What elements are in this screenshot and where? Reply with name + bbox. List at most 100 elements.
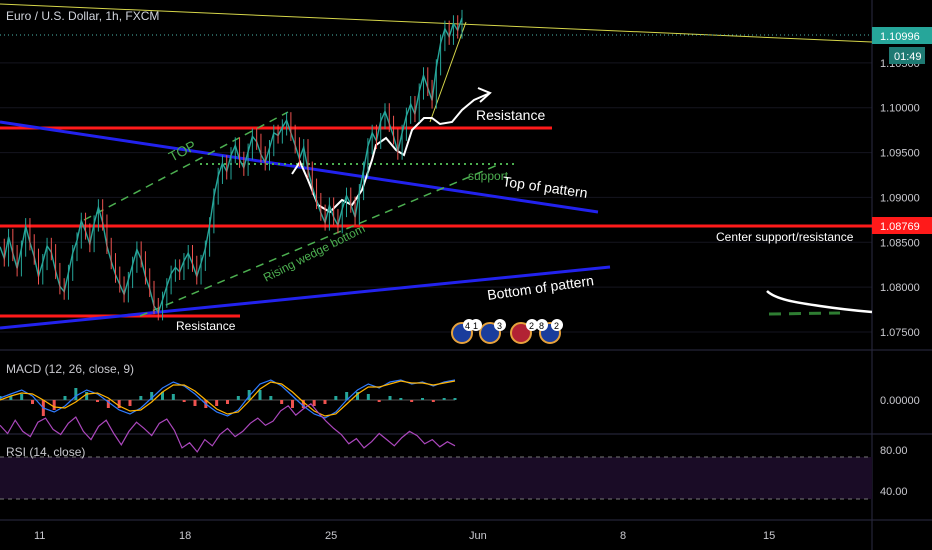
- macd-histogram-bar: [236, 396, 240, 400]
- price-tick-label: 1.08000: [880, 282, 920, 294]
- macd-histogram-bar: [345, 392, 349, 400]
- price-axis[interactable]: 1.105001.100001.095001.090001.085001.080…: [880, 58, 920, 339]
- macd-histogram-bar: [291, 400, 294, 408]
- macd-histogram-bar: [171, 394, 175, 400]
- rising-wedge-bottom-line[interactable]: [139, 163, 501, 317]
- annotation-rising-wedge-bottom: Rising wedge bottom: [261, 221, 367, 284]
- macd-histogram-bar: [150, 392, 154, 400]
- projection-path-mid[interactable]: [291, 92, 491, 214]
- macd-histogram-bar: [31, 400, 34, 404]
- macd-histogram-bar: [193, 400, 197, 406]
- price-tick-label: 1.08500: [880, 237, 920, 249]
- macd-histogram-bar: [258, 390, 262, 400]
- countdown-value: 01:49: [894, 51, 922, 63]
- macd-histogram-bar: [20, 394, 24, 400]
- annotation-resistance-upper: Resistance: [476, 107, 545, 123]
- bottom-of-pattern-trendline[interactable]: [0, 265, 611, 330]
- yellow-trendline[interactable]: [0, 3, 873, 43]
- macd-line[interactable]: [0, 379, 456, 419]
- rsi-line[interactable]: [0, 402, 456, 453]
- price-tick-label: 1.09000: [880, 192, 920, 204]
- event-badges[interactable]: 4 1 3 2 8 2: [451, 319, 563, 344]
- time-tick-25: 25: [325, 530, 337, 542]
- macd-histogram-bar: [96, 400, 99, 402]
- macd-tick-zero: 0.00000: [880, 395, 920, 407]
- marked-level-tag: [872, 217, 932, 234]
- macd-histogram-bar: [431, 400, 435, 402]
- time-tick-8: 8: [620, 530, 626, 542]
- drawings-layer: [0, 3, 873, 330]
- annotation-resistance-lower: Resistance: [176, 319, 236, 333]
- macd-histogram-bar: [182, 400, 186, 402]
- macd-histogram-bar: [323, 400, 327, 404]
- macd-histogram-bar: [377, 400, 381, 402]
- macd-histogram-bar: [356, 392, 359, 400]
- macd-histogram-bar: [399, 398, 403, 400]
- top-dashed-line[interactable]: [83, 111, 289, 221]
- current-price-tag: [872, 27, 932, 44]
- macd-histogram-bar: [366, 394, 370, 400]
- price-wicks: [3, 9, 463, 321]
- badge-bubble-4: [526, 319, 538, 331]
- macd-histogram-bar: [388, 396, 392, 400]
- macd-signal-line[interactable]: [0, 380, 456, 417]
- badge-bubble-6: [551, 319, 563, 331]
- macd-histogram-bar: [312, 400, 316, 406]
- time-tick-15: 15: [763, 530, 775, 542]
- badge-count-1: 4: [465, 321, 470, 331]
- macd-histogram-bar: [52, 400, 56, 410]
- macd-histogram-bar: [301, 400, 305, 408]
- annotation-top: TOP: [166, 137, 199, 165]
- projection-curve-right[interactable]: [766, 290, 873, 314]
- marked-level-value: 1.08769: [880, 221, 920, 233]
- annotation-support: support: [468, 169, 509, 183]
- rsi-tick-40: 40.00: [880, 486, 908, 498]
- macd-histogram-bar: [226, 400, 229, 404]
- badge-bubble-3: [494, 319, 506, 331]
- macd-histogram-bar: [421, 398, 424, 400]
- current-price-value: 1.10996: [880, 31, 920, 43]
- chart-title: Euro / U.S. Dollar, 1h, FXCM: [6, 9, 159, 23]
- countdown-tag: [889, 47, 925, 64]
- macd-histogram-bar: [280, 400, 284, 404]
- macd-histogram-bar: [442, 398, 446, 400]
- macd-histogram-bar: [139, 396, 143, 400]
- badge-count-5: 8: [539, 321, 544, 331]
- badge-bubble-2: [470, 319, 482, 331]
- macd-histogram-bar: [269, 396, 273, 400]
- badge-count-3: 3: [497, 321, 502, 331]
- macd-histogram-bar: [215, 400, 219, 406]
- macd-title: MACD (12, 26, close, 9): [6, 362, 134, 376]
- rsi-title: RSI (14, close): [6, 445, 85, 459]
- time-tick-11: 11: [34, 530, 45, 542]
- macd-histogram-bar: [334, 396, 338, 400]
- us-flag-icon[interactable]: [510, 322, 532, 344]
- price-tick-label: 1.09500: [880, 148, 920, 160]
- rsi-tick-80: 80.00: [880, 445, 908, 457]
- macd-histogram-bar: [74, 388, 78, 400]
- macd-histogram-bar: [128, 400, 132, 406]
- macd-histogram-bar: [9, 396, 13, 400]
- price-tick-label: 1.07500: [880, 327, 920, 339]
- time-tick-18: 18: [179, 530, 191, 542]
- green-dash-right: [768, 311, 841, 316]
- rsi-band: [0, 457, 872, 499]
- projection-arrowhead: [477, 87, 492, 103]
- macd-histogram-bar: [117, 400, 121, 408]
- macd-histogram-bar: [410, 400, 414, 402]
- badge-count-2: 1: [473, 321, 478, 331]
- badge-bubble-5: [536, 319, 548, 331]
- badge-count-6: 2: [554, 321, 559, 331]
- macd-histogram-bar: [161, 392, 164, 400]
- time-tick-jun: Jun: [469, 530, 487, 542]
- grid-lines: [0, 62, 872, 333]
- macd-histogram-bar: [63, 396, 67, 400]
- annotation-center-support-resistance: Center support/resistance: [716, 230, 854, 244]
- macd-histogram-bar: [247, 390, 251, 400]
- top-of-pattern-trendline[interactable]: [0, 120, 599, 214]
- annotation-top-of-pattern: Top of pattern: [502, 173, 589, 201]
- badge-count-4: 2: [529, 321, 534, 331]
- macd-histogram-bar: [453, 398, 457, 400]
